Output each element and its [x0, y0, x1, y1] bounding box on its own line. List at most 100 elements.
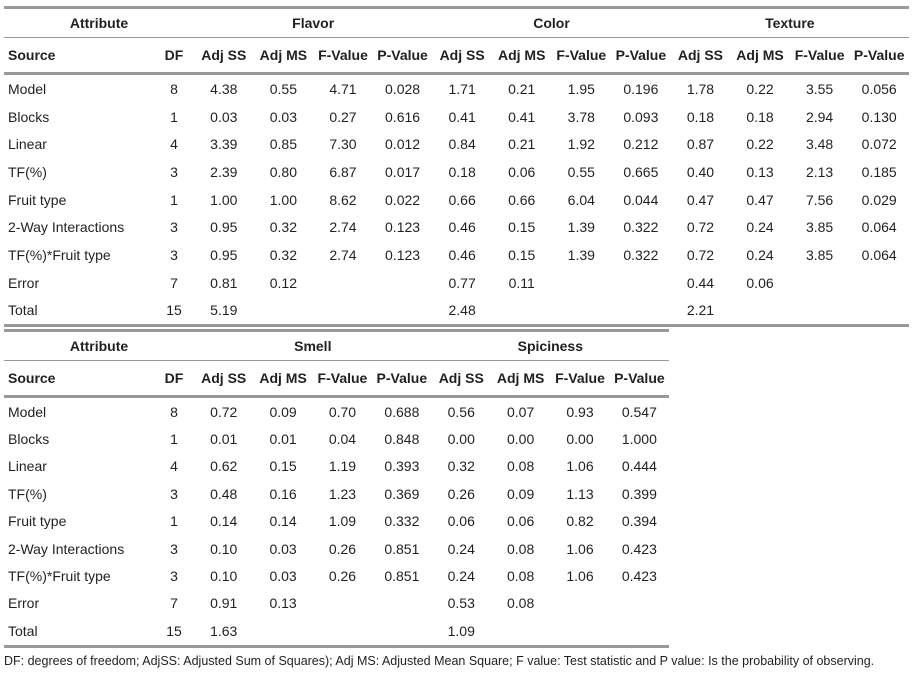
cell: 3.39 — [210, 136, 238, 153]
cell: 0.851 — [384, 540, 420, 557]
cell: 0.00 — [566, 431, 594, 448]
cell: 0.03 — [269, 108, 297, 125]
column-header: Adj SS — [670, 37, 731, 75]
cell: 0.27 — [329, 108, 357, 125]
cell: 3.78 — [567, 108, 595, 125]
cell: 3.55 — [805, 80, 834, 97]
cell: 4 — [170, 136, 178, 153]
row-label: Linear — [8, 458, 47, 475]
data-row: Total 15 1.63 1.09 — [4, 617, 670, 648]
cell: 2.39 — [210, 163, 238, 180]
cell: 0.14 — [269, 513, 297, 530]
cell: 0.13 — [269, 595, 297, 612]
data-row: Model 8 0.72 0.09 0.70 0.688 0.56 0.07 0.93 0.547 — [4, 397, 669, 426]
cell: 0.10 — [210, 540, 238, 557]
cell: 0.130 — [861, 108, 897, 125]
cell: 0.84 — [448, 136, 476, 153]
cell: 0.072 — [861, 136, 897, 153]
row-label: Total — [4, 296, 154, 328]
column-header: P-Value — [611, 37, 671, 75]
cell: 1.06 — [566, 540, 594, 557]
data-row: Model 8 4.38 0.55 4.71 0.028 1.71 0.21 1.95 0.196… — [4, 74, 909, 103]
group-header: Texture — [670, 6, 910, 38]
cell: 0.444 — [621, 458, 657, 475]
cell: 0.32 — [447, 458, 475, 475]
group-header: Flavor — [194, 6, 433, 38]
cell: 0.848 — [384, 431, 420, 448]
column-header: F-Value — [550, 360, 610, 398]
cell: 1.00 — [210, 191, 238, 208]
cell: 0.212 — [623, 136, 659, 153]
column-header: Adj MS — [730, 37, 790, 75]
cell: 0.91 — [210, 595, 238, 612]
row-label: 2-Way Interactions — [8, 219, 125, 236]
group-header: Spiciness — [431, 329, 670, 361]
cell: 0.72 — [686, 219, 715, 236]
row-label: 2-Way Interactions — [8, 540, 125, 557]
cell: 0.07 — [507, 403, 535, 420]
cell: 7.30 — [329, 136, 357, 153]
cell: 0.123 — [385, 246, 421, 263]
cell: 0.11 — [508, 274, 535, 291]
cell: 1.13 — [566, 485, 594, 502]
column-header: Source — [4, 360, 154, 398]
cell: 4 — [170, 458, 178, 475]
cell: 0.09 — [269, 403, 297, 420]
cell — [611, 296, 671, 328]
cell: 0.24 — [746, 219, 774, 236]
cell: 0.06 — [746, 274, 774, 291]
data-row: Linear 4 3.39 0.85 7.30 0.012 0.84 0.21 1.92 0.21… — [4, 130, 909, 158]
cell — [490, 617, 551, 648]
cell: 1.39 — [567, 246, 595, 263]
cell: 1.09 — [328, 513, 357, 530]
cell: 3.48 — [805, 136, 834, 153]
cell: 0.72 — [210, 403, 238, 420]
data-row: Total 15 5.19 2.48 2.21 — [4, 296, 910, 328]
cell: 0.12 — [269, 274, 297, 291]
cell — [552, 269, 612, 297]
data-row: Error 7 0.81 0.12 0.77 0.11 0.44 0.06 — [4, 269, 909, 297]
data-row: TF(%)*Fruit type 3 0.10 0.03 0.26 0.851 0.24 0.… — [4, 562, 669, 589]
cell — [313, 296, 373, 328]
cell: 0.24 — [746, 246, 774, 263]
column-header: P-Value — [849, 37, 910, 75]
cell: 3 — [170, 568, 178, 585]
cell: 0.13 — [746, 163, 774, 180]
data-row: 2-Way Interactions 3 0.95 0.32 2.74 0.123 0.46… — [4, 213, 909, 241]
cell: 0.93 — [566, 403, 594, 420]
cell: 0.21 — [508, 80, 536, 97]
cell — [313, 590, 372, 617]
column-header: Adj MS — [253, 37, 314, 75]
cell: 0.41 — [508, 108, 536, 125]
cell: 0.15 — [269, 458, 297, 475]
cell: 0.064 — [861, 246, 897, 263]
cell: 1 — [170, 513, 178, 530]
cell — [313, 269, 373, 297]
cell — [372, 617, 432, 648]
cell: 0.15 — [508, 246, 536, 263]
cell: 0.03 — [269, 540, 297, 557]
cell: 0.66 — [448, 191, 476, 208]
cell: 0.55 — [567, 163, 595, 180]
cell: 0.093 — [623, 108, 659, 125]
cell: 0.00 — [507, 431, 535, 448]
cell: 0.012 — [385, 136, 421, 153]
data-row: Fruit type 1 1.00 1.00 8.62 0.022 0.66 0.66 6.04… — [4, 186, 909, 214]
cell: 0.72 — [686, 246, 715, 263]
cell: 1.09 — [431, 617, 491, 648]
column-header: Adj MS — [491, 37, 552, 75]
cell: 1.92 — [567, 136, 595, 153]
column-header: F-Value — [789, 37, 850, 75]
cell: 0.123 — [385, 219, 421, 236]
cell: 0.66 — [508, 191, 536, 208]
cell: 0.53 — [447, 595, 475, 612]
cell: 15 — [154, 617, 195, 648]
data-row: Blocks 1 0.01 0.01 0.04 0.848 0.00 0.00 0.00 1.00… — [4, 425, 669, 452]
cell — [610, 590, 669, 617]
cell — [790, 269, 850, 297]
cell: 8 — [170, 80, 178, 97]
column-header: Adj SS — [194, 360, 254, 398]
cell: 0.08 — [507, 458, 535, 475]
cell: 0.322 — [623, 246, 659, 263]
